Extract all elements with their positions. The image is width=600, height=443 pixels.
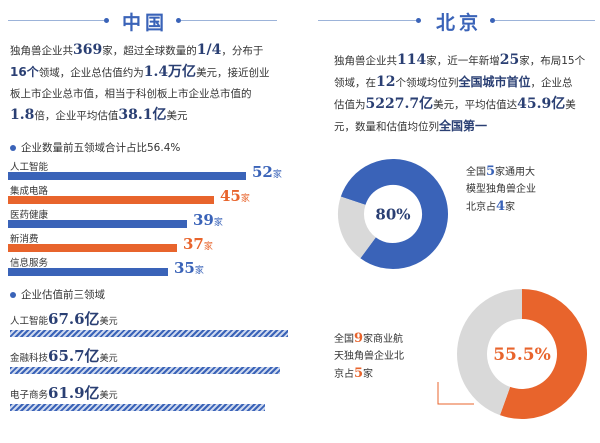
hatched-bar-value: 65.7亿 <box>48 347 100 365</box>
bar-label: 集成电路 <box>10 186 49 197</box>
bar-value: 45家 <box>220 187 250 205</box>
title-line-right <box>495 20 595 21</box>
hatched-bar-row: 人工智能67.6亿美元 <box>10 308 310 338</box>
bar-label: 医药健康 <box>10 210 49 221</box>
hatched-bar-label: 金融科技65.7亿美元 <box>10 347 118 365</box>
donut-space-industry-center-label: 55.5% <box>493 345 551 365</box>
china-intro: 独角兽企业共369家，超过全球数量的1/4，分布于 16个领域，企业总估值约为1… <box>10 42 270 123</box>
donut-space-industry-slice <box>457 289 523 416</box>
title-line-left <box>8 20 104 21</box>
beijing-title-bar: 北京 <box>318 8 598 34</box>
bar-value: 35家 <box>174 259 204 277</box>
title-dot-right <box>490 18 495 23</box>
china-title-bar: 中国 <box>8 8 278 34</box>
hatched-bar-label: 人工智能67.6亿美元 <box>10 310 118 328</box>
section2-title: 企业估值前三领域 <box>10 287 105 302</box>
title-dot-left <box>416 18 421 23</box>
hatched-bar-value: 61.9亿 <box>48 384 100 402</box>
beijing-intro: 独角兽企业共114家，近一年新增25家，布局15个 领域，在12个领域均位列全国… <box>334 52 586 133</box>
hatched-bar-label: 电子商务61.9亿美元 <box>10 384 118 402</box>
hatched-bar-row: 电子商务61.9亿美元 <box>10 382 310 412</box>
bar <box>8 244 177 252</box>
donut-large-model-slice <box>338 196 377 259</box>
china-title: 中国 <box>122 12 169 34</box>
bar <box>8 172 246 180</box>
bar <box>8 220 187 228</box>
bar-value: 39家 <box>193 211 223 229</box>
bar-row: 新消费 37家 <box>8 232 308 254</box>
hatched-bar <box>10 367 280 374</box>
hatched-bar <box>10 330 288 337</box>
donut-space-industry-slice <box>500 289 587 419</box>
bullet-dot-icon <box>10 292 16 298</box>
bar <box>8 196 214 204</box>
title-line-right <box>181 20 277 21</box>
hatched-bar <box>10 404 265 411</box>
hatched-bar-value: 67.6亿 <box>48 310 100 328</box>
title-line-left <box>318 20 416 21</box>
note-large-model: 全国5家通用大 模型独角兽企业 北京占4家 <box>466 164 536 214</box>
bar-label: 人工智能 <box>10 162 49 173</box>
title-dot-right <box>176 18 181 23</box>
note-space-industry: 全国9家商业航 天独角兽企业北 京占5家 <box>334 331 404 381</box>
bar-value: 37家 <box>183 235 213 253</box>
title-dot-left <box>104 18 109 23</box>
connector-line <box>437 382 474 405</box>
bar-row: 医药健康 39家 <box>8 208 308 230</box>
section1-title: 企业数量前五领域合计占比56.4% <box>10 140 180 155</box>
donut-large-model-center-label: 80% <box>375 205 410 223</box>
bar-row: 集成电路 45家 <box>8 184 308 206</box>
bar-label: 信息服务 <box>10 258 49 269</box>
bar-row: 人工智能 52家 <box>8 160 308 182</box>
hatched-bar-row: 金融科技65.7亿美元 <box>10 345 310 375</box>
bar-value: 52家 <box>252 163 282 181</box>
beijing-title: 北京 <box>436 12 483 34</box>
bar-label: 新消费 <box>10 234 39 245</box>
bar-row: 信息服务 35家 <box>8 256 308 278</box>
donut-large-model-slice <box>340 159 448 269</box>
bullet-dot-icon <box>10 145 16 151</box>
bar <box>8 268 168 276</box>
